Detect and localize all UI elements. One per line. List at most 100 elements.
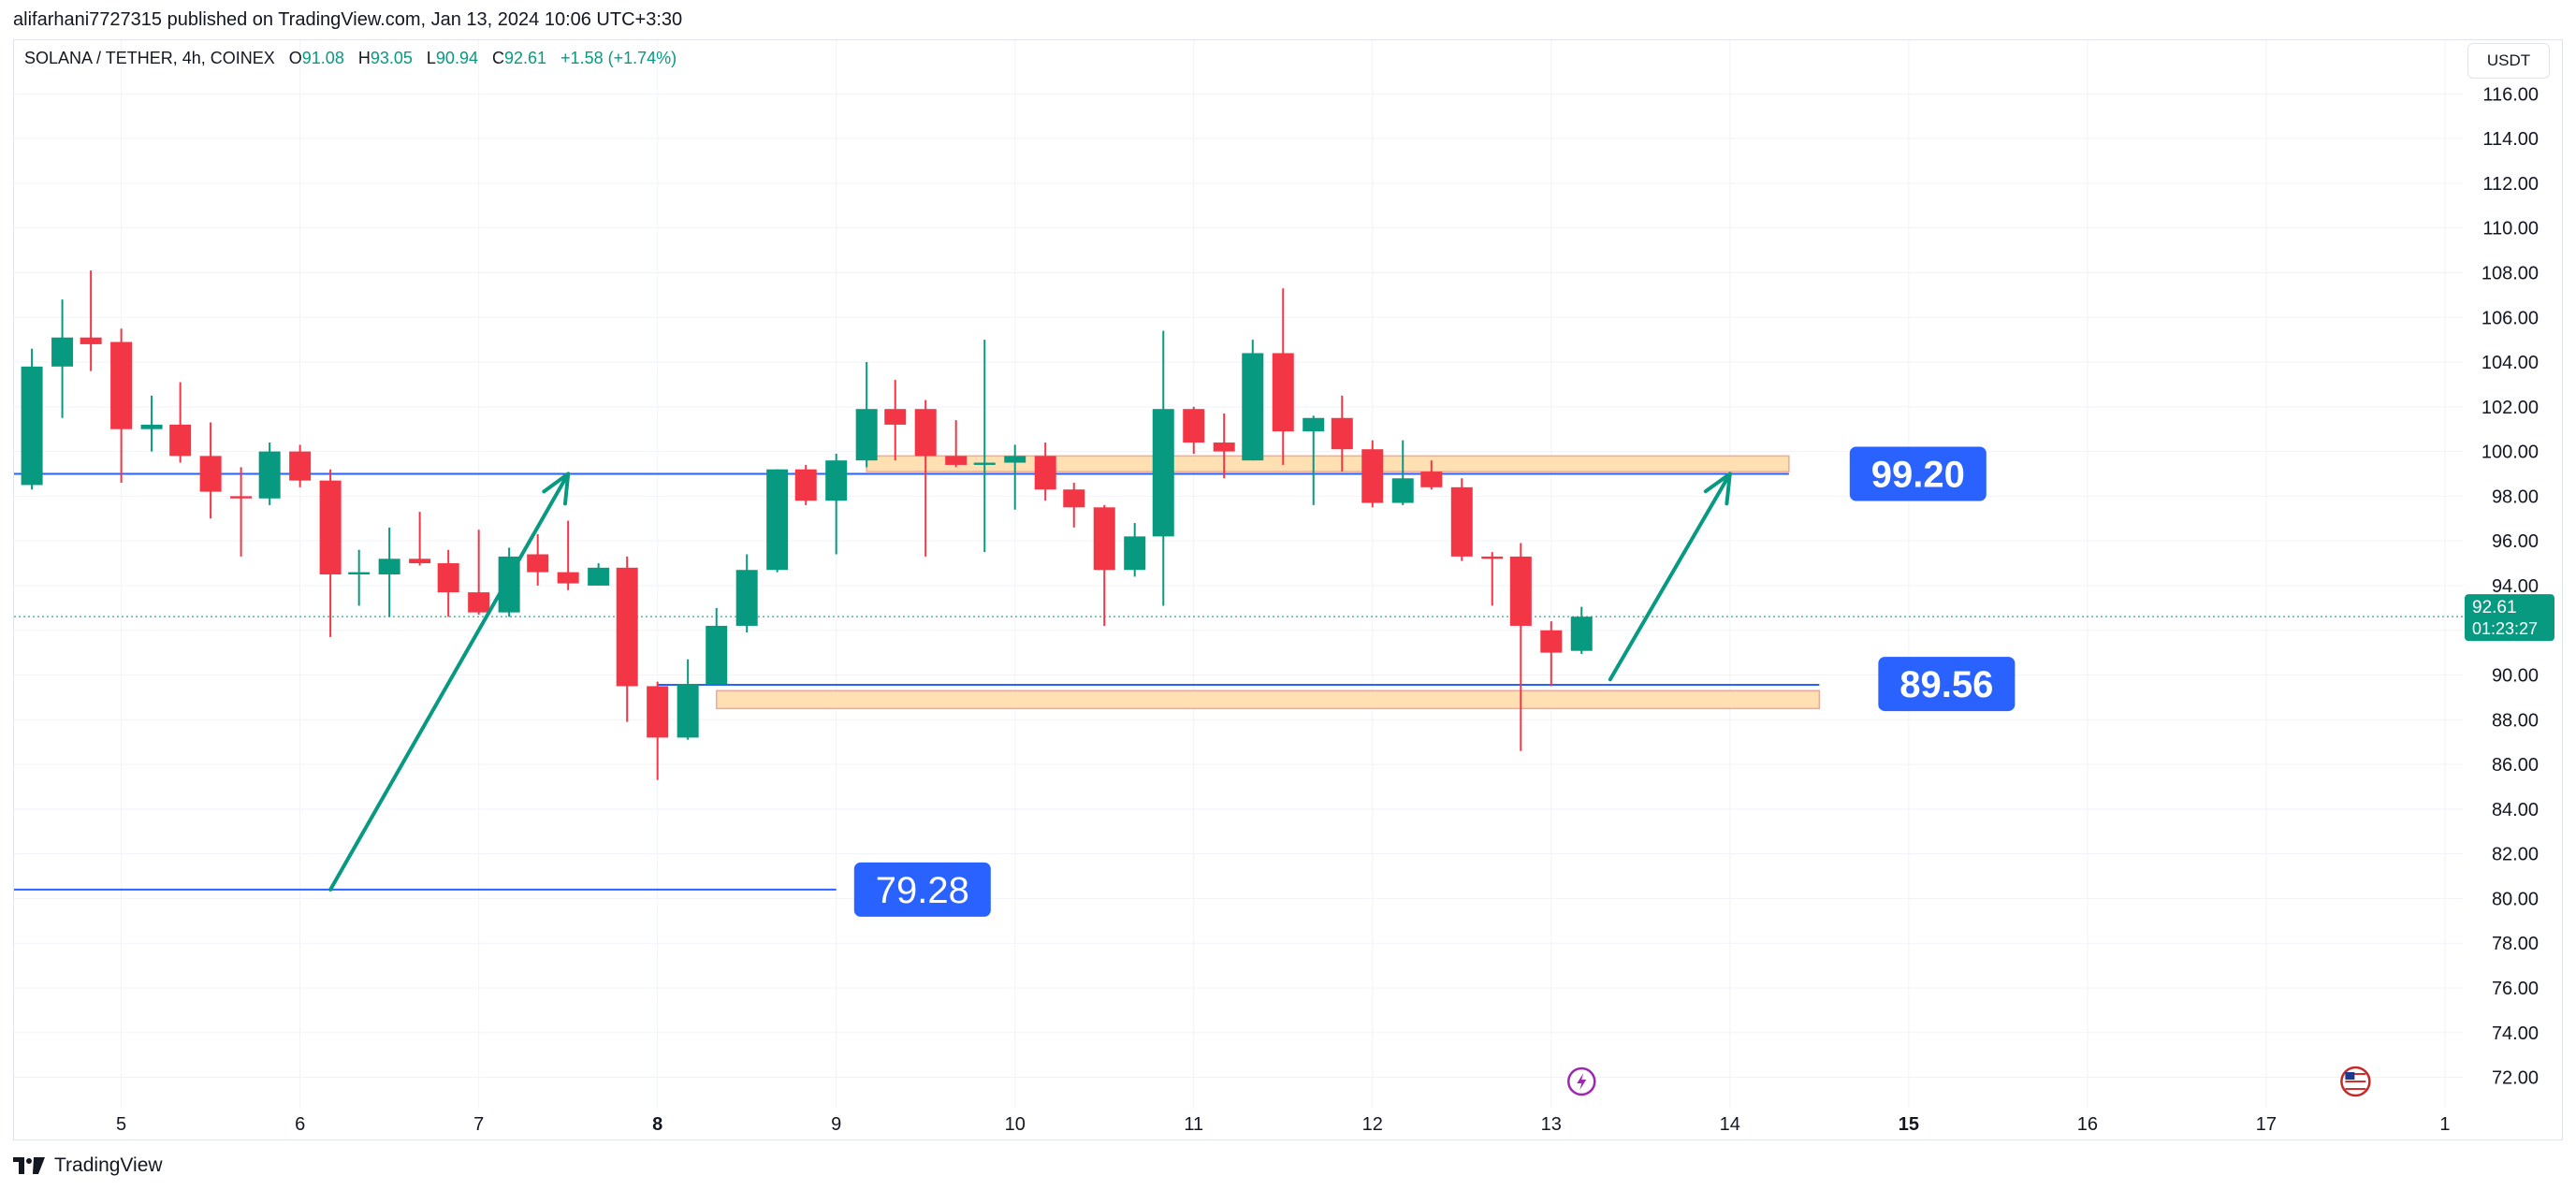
candle[interactable] <box>1034 443 1056 501</box>
trend-arrows[interactable] <box>328 472 1732 892</box>
candle[interactable] <box>1391 440 1414 505</box>
candle-body <box>914 409 937 457</box>
y-tick-label: 110.00 <box>2482 219 2539 239</box>
price-axis[interactable]: 72.00 74.00 76.00 78.00 80.00 82.00 84.00 86.00… <box>2465 84 2554 1089</box>
candle[interactable] <box>1303 415 1325 505</box>
candle[interactable] <box>914 399 937 557</box>
candle[interactable] <box>319 469 342 637</box>
price-labels[interactable]: 79.28 99.20 89.56 <box>853 446 2016 917</box>
candle[interactable] <box>945 420 968 468</box>
candle[interactable] <box>199 422 222 519</box>
current-price-badge[interactable] <box>2465 594 2554 642</box>
footer: TradingView <box>13 1154 163 1177</box>
arrow-shaft <box>1608 472 1732 682</box>
zone-rect[interactable] <box>715 689 1821 710</box>
candles[interactable] <box>21 270 1593 780</box>
candle-body <box>1124 536 1146 571</box>
price-label[interactable]: 89.56 <box>1878 657 2016 712</box>
x-tick-label: 9 <box>831 1114 841 1135</box>
candle[interactable] <box>735 554 758 633</box>
candle[interactable] <box>51 299 74 418</box>
candle[interactable] <box>1450 478 1473 561</box>
candle[interactable] <box>1420 460 1443 490</box>
candle-body <box>527 554 549 573</box>
candle[interactable] <box>794 464 817 505</box>
trend-arrow[interactable] <box>328 472 571 892</box>
candle-body <box>1303 417 1325 432</box>
candle[interactable] <box>616 556 638 722</box>
candle[interactable] <box>140 395 163 452</box>
candle-body <box>706 625 728 685</box>
y-tick-label: 114.00 <box>2482 129 2539 150</box>
candle[interactable] <box>1540 621 1563 687</box>
candle-body <box>1242 353 1264 461</box>
candle[interactable] <box>1331 395 1353 472</box>
price-label[interactable]: 79.28 <box>853 862 991 917</box>
candle[interactable] <box>378 527 400 617</box>
candle-body <box>199 456 222 492</box>
candle-body <box>51 337 74 367</box>
candle[interactable] <box>1570 606 1593 655</box>
candle-body <box>766 469 789 571</box>
candle-body <box>1420 472 1443 487</box>
candle[interactable] <box>1509 543 1532 751</box>
event-icons[interactable] <box>1567 1066 2371 1097</box>
us-flag-event-icon[interactable] <box>2340 1066 2371 1097</box>
x-tick-label: 12 <box>1362 1114 1383 1135</box>
candle[interactable] <box>80 270 102 371</box>
candle-body <box>169 424 192 457</box>
candle[interactable] <box>1213 413 1235 479</box>
candle[interactable] <box>1124 523 1146 577</box>
arrow-shaft <box>328 472 571 892</box>
y-tick-label: 86.00 <box>2492 755 2539 776</box>
candle[interactable] <box>110 328 133 484</box>
y-tick-label: 112.00 <box>2482 174 2539 195</box>
candle[interactable] <box>230 467 253 557</box>
current-price-value: 92.61 <box>2472 598 2517 617</box>
support-resistance-zones[interactable] <box>715 455 1821 710</box>
candle[interactable] <box>21 348 43 490</box>
candle[interactable] <box>1242 340 1264 461</box>
candle[interactable] <box>973 340 996 553</box>
time-axis[interactable]: 5 6 7 8 9 10 11 12 13 14 15 16 17 1 <box>116 1114 2450 1135</box>
candle[interactable] <box>1152 330 1174 606</box>
candle[interactable] <box>1063 483 1085 528</box>
candle[interactable] <box>527 533 549 586</box>
candle[interactable] <box>1481 552 1504 606</box>
candle[interactable] <box>437 549 459 617</box>
x-tick-label: 15 <box>1899 1114 1919 1135</box>
candle[interactable] <box>588 563 610 586</box>
candle[interactable] <box>1361 440 1384 508</box>
price-label-text: 99.20 <box>1871 454 1965 495</box>
candle-body <box>855 409 878 461</box>
candle[interactable] <box>468 530 490 616</box>
candle[interactable] <box>1004 444 1026 510</box>
trend-arrow[interactable] <box>1608 472 1732 682</box>
candle[interactable] <box>884 380 907 461</box>
price-label[interactable]: 99.20 <box>1849 446 1987 501</box>
y-tick-label: 82.00 <box>2492 845 2539 865</box>
candle[interactable] <box>348 549 371 606</box>
candle[interactable] <box>258 443 281 505</box>
candle[interactable] <box>557 520 579 590</box>
candle[interactable] <box>1183 406 1205 454</box>
candle[interactable] <box>1093 504 1115 626</box>
currency-button[interactable]: USDT <box>2467 43 2550 79</box>
candle[interactable] <box>706 607 728 685</box>
candle[interactable] <box>825 453 848 555</box>
candle-body <box>1391 478 1414 503</box>
candle[interactable] <box>289 444 312 487</box>
candle[interactable] <box>169 382 192 463</box>
candle[interactable] <box>766 469 789 573</box>
candle[interactable] <box>855 362 878 468</box>
candle[interactable] <box>409 512 431 566</box>
candle-body <box>468 592 490 613</box>
candle-body <box>140 424 163 429</box>
candle[interactable] <box>647 681 669 780</box>
candle[interactable] <box>677 659 699 740</box>
lightning-event-icon[interactable] <box>1567 1067 1596 1096</box>
y-tick-label: 90.00 <box>2492 666 2539 687</box>
candle[interactable] <box>1272 288 1294 465</box>
tradingview-logo-icon[interactable] <box>13 1157 45 1174</box>
